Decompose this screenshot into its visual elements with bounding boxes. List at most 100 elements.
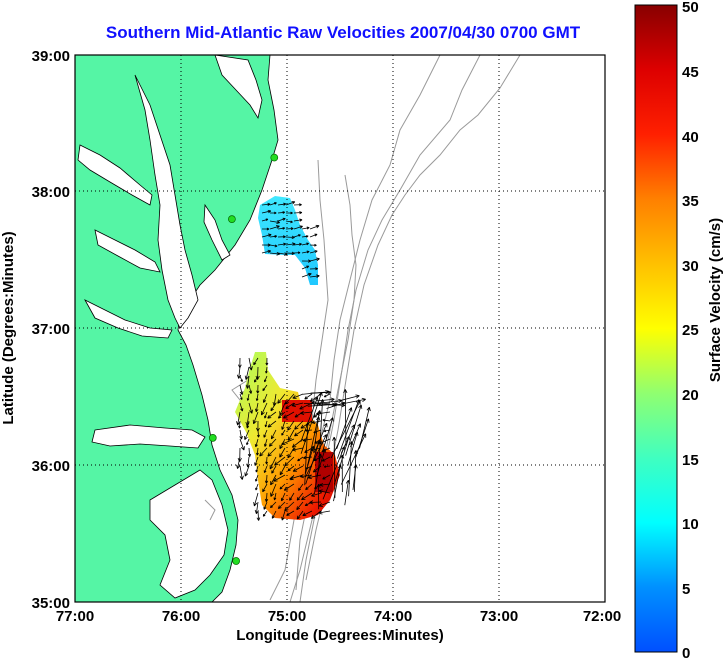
velocity-vector xyxy=(261,233,272,238)
velocity-vector xyxy=(255,474,259,482)
velocity-vector xyxy=(287,420,295,431)
velocity-vector xyxy=(246,438,250,446)
velocity-vector xyxy=(244,465,250,477)
velocity-vector xyxy=(252,411,259,425)
velocity-vector xyxy=(263,465,268,474)
velocity-vector xyxy=(296,510,304,520)
velocity-vector xyxy=(262,384,268,392)
velocity-vector xyxy=(261,249,272,254)
velocity-vector xyxy=(255,483,259,491)
velocity-vector xyxy=(318,510,331,515)
velocity-vector xyxy=(319,482,331,487)
station-markers xyxy=(208,153,279,565)
james-inlet xyxy=(84,299,173,339)
velocity-vector xyxy=(244,366,250,380)
velocity-vectors xyxy=(236,200,371,521)
y-tick: 39:00 xyxy=(32,48,70,65)
velocity-vector xyxy=(264,474,269,484)
velocity-vector xyxy=(277,226,286,230)
velocity-vector xyxy=(285,200,296,206)
velocity-vector xyxy=(301,492,313,501)
velocity-vector xyxy=(279,483,286,490)
velocity-vector xyxy=(296,501,304,511)
plot-frame xyxy=(74,54,606,603)
velocity-vector xyxy=(262,483,268,493)
velocity-vector xyxy=(263,438,268,447)
velocity-vector xyxy=(264,420,268,428)
chesapeake-bay xyxy=(134,74,199,329)
velocity-vector xyxy=(277,501,286,510)
velocity-vector xyxy=(259,447,268,457)
x-tick: 72:00 xyxy=(583,608,621,625)
velocity-vector xyxy=(305,440,321,485)
velocity-vector xyxy=(307,410,322,465)
velocity-vector xyxy=(255,447,259,456)
velocity-vector xyxy=(269,211,277,215)
colorbar-tick: 50 xyxy=(682,0,699,16)
x-tick: 76:00 xyxy=(162,608,200,625)
velocity-vector xyxy=(277,202,287,206)
velocity-vector xyxy=(291,402,304,407)
velocity-vector xyxy=(239,465,244,480)
eastern-shore-water xyxy=(203,203,231,261)
velocity-vector xyxy=(303,402,336,407)
colorbar-tick: 15 xyxy=(682,452,699,469)
velocity-vector xyxy=(310,390,332,395)
velocity-vector xyxy=(239,402,244,412)
station-marker xyxy=(232,557,240,565)
velocity-vector xyxy=(345,404,363,456)
velocity-vector xyxy=(309,243,317,247)
velocity-vector xyxy=(283,483,295,491)
velocity-vector xyxy=(271,429,277,440)
velocity-vector xyxy=(293,218,303,222)
albemarle-sound xyxy=(91,424,206,449)
velocity-vector xyxy=(239,393,243,400)
velocity-vector xyxy=(281,438,295,445)
velocity-vector xyxy=(264,411,268,419)
velocity-vector xyxy=(246,420,250,429)
velocity-vector xyxy=(248,384,253,394)
colorbar-tick: 45 xyxy=(682,64,699,81)
velocity-vector xyxy=(270,483,277,497)
velocity-vector xyxy=(293,251,301,254)
velocity-vector xyxy=(323,465,331,468)
colorbar-label: Surface Velocity (cm/s) xyxy=(707,218,724,382)
velocity-vector xyxy=(307,474,322,480)
velocity-vector xyxy=(261,202,271,206)
velocity-vector xyxy=(292,447,304,452)
velocity-vector xyxy=(311,492,322,497)
station-marker xyxy=(208,434,217,442)
velocity-hotspot xyxy=(282,400,312,422)
colorbar-tick: 30 xyxy=(682,258,699,275)
velocity-vector xyxy=(269,244,278,248)
velocity-vector xyxy=(301,265,310,270)
y-tick: 38:00 xyxy=(32,184,70,201)
velocity-vector xyxy=(316,483,321,510)
velocity-vector xyxy=(277,393,286,404)
colorbar-tick: 25 xyxy=(682,322,699,339)
velocity-vector xyxy=(301,242,310,246)
velocity-vector xyxy=(269,501,277,509)
y-tick: 37:00 xyxy=(32,321,70,338)
velocity-vector xyxy=(316,397,335,402)
velocity-vector xyxy=(293,225,303,230)
velocity-vector xyxy=(293,234,301,238)
velocity-vector xyxy=(261,227,270,231)
velocity-vector xyxy=(318,501,331,507)
velocity-vector xyxy=(254,438,259,448)
colorbar-tick: 5 xyxy=(682,581,690,598)
x-tick: 74:00 xyxy=(374,608,412,625)
pamlico-sound xyxy=(149,469,229,599)
velocity-vector xyxy=(340,433,367,485)
velocity-vector xyxy=(269,202,277,206)
velocity-vector xyxy=(316,448,327,477)
velocity-vector xyxy=(287,429,295,441)
velocity-vector xyxy=(283,411,295,419)
colorbar: 50 45 40 35 30 25 20 15 10 5 0 Surface V… xyxy=(634,0,724,659)
velocity-vector xyxy=(256,429,260,438)
colorbar-tick: 35 xyxy=(682,193,699,210)
velocity-vector xyxy=(265,357,269,366)
velocity-vector xyxy=(287,465,295,472)
velocity-vector xyxy=(314,398,343,405)
